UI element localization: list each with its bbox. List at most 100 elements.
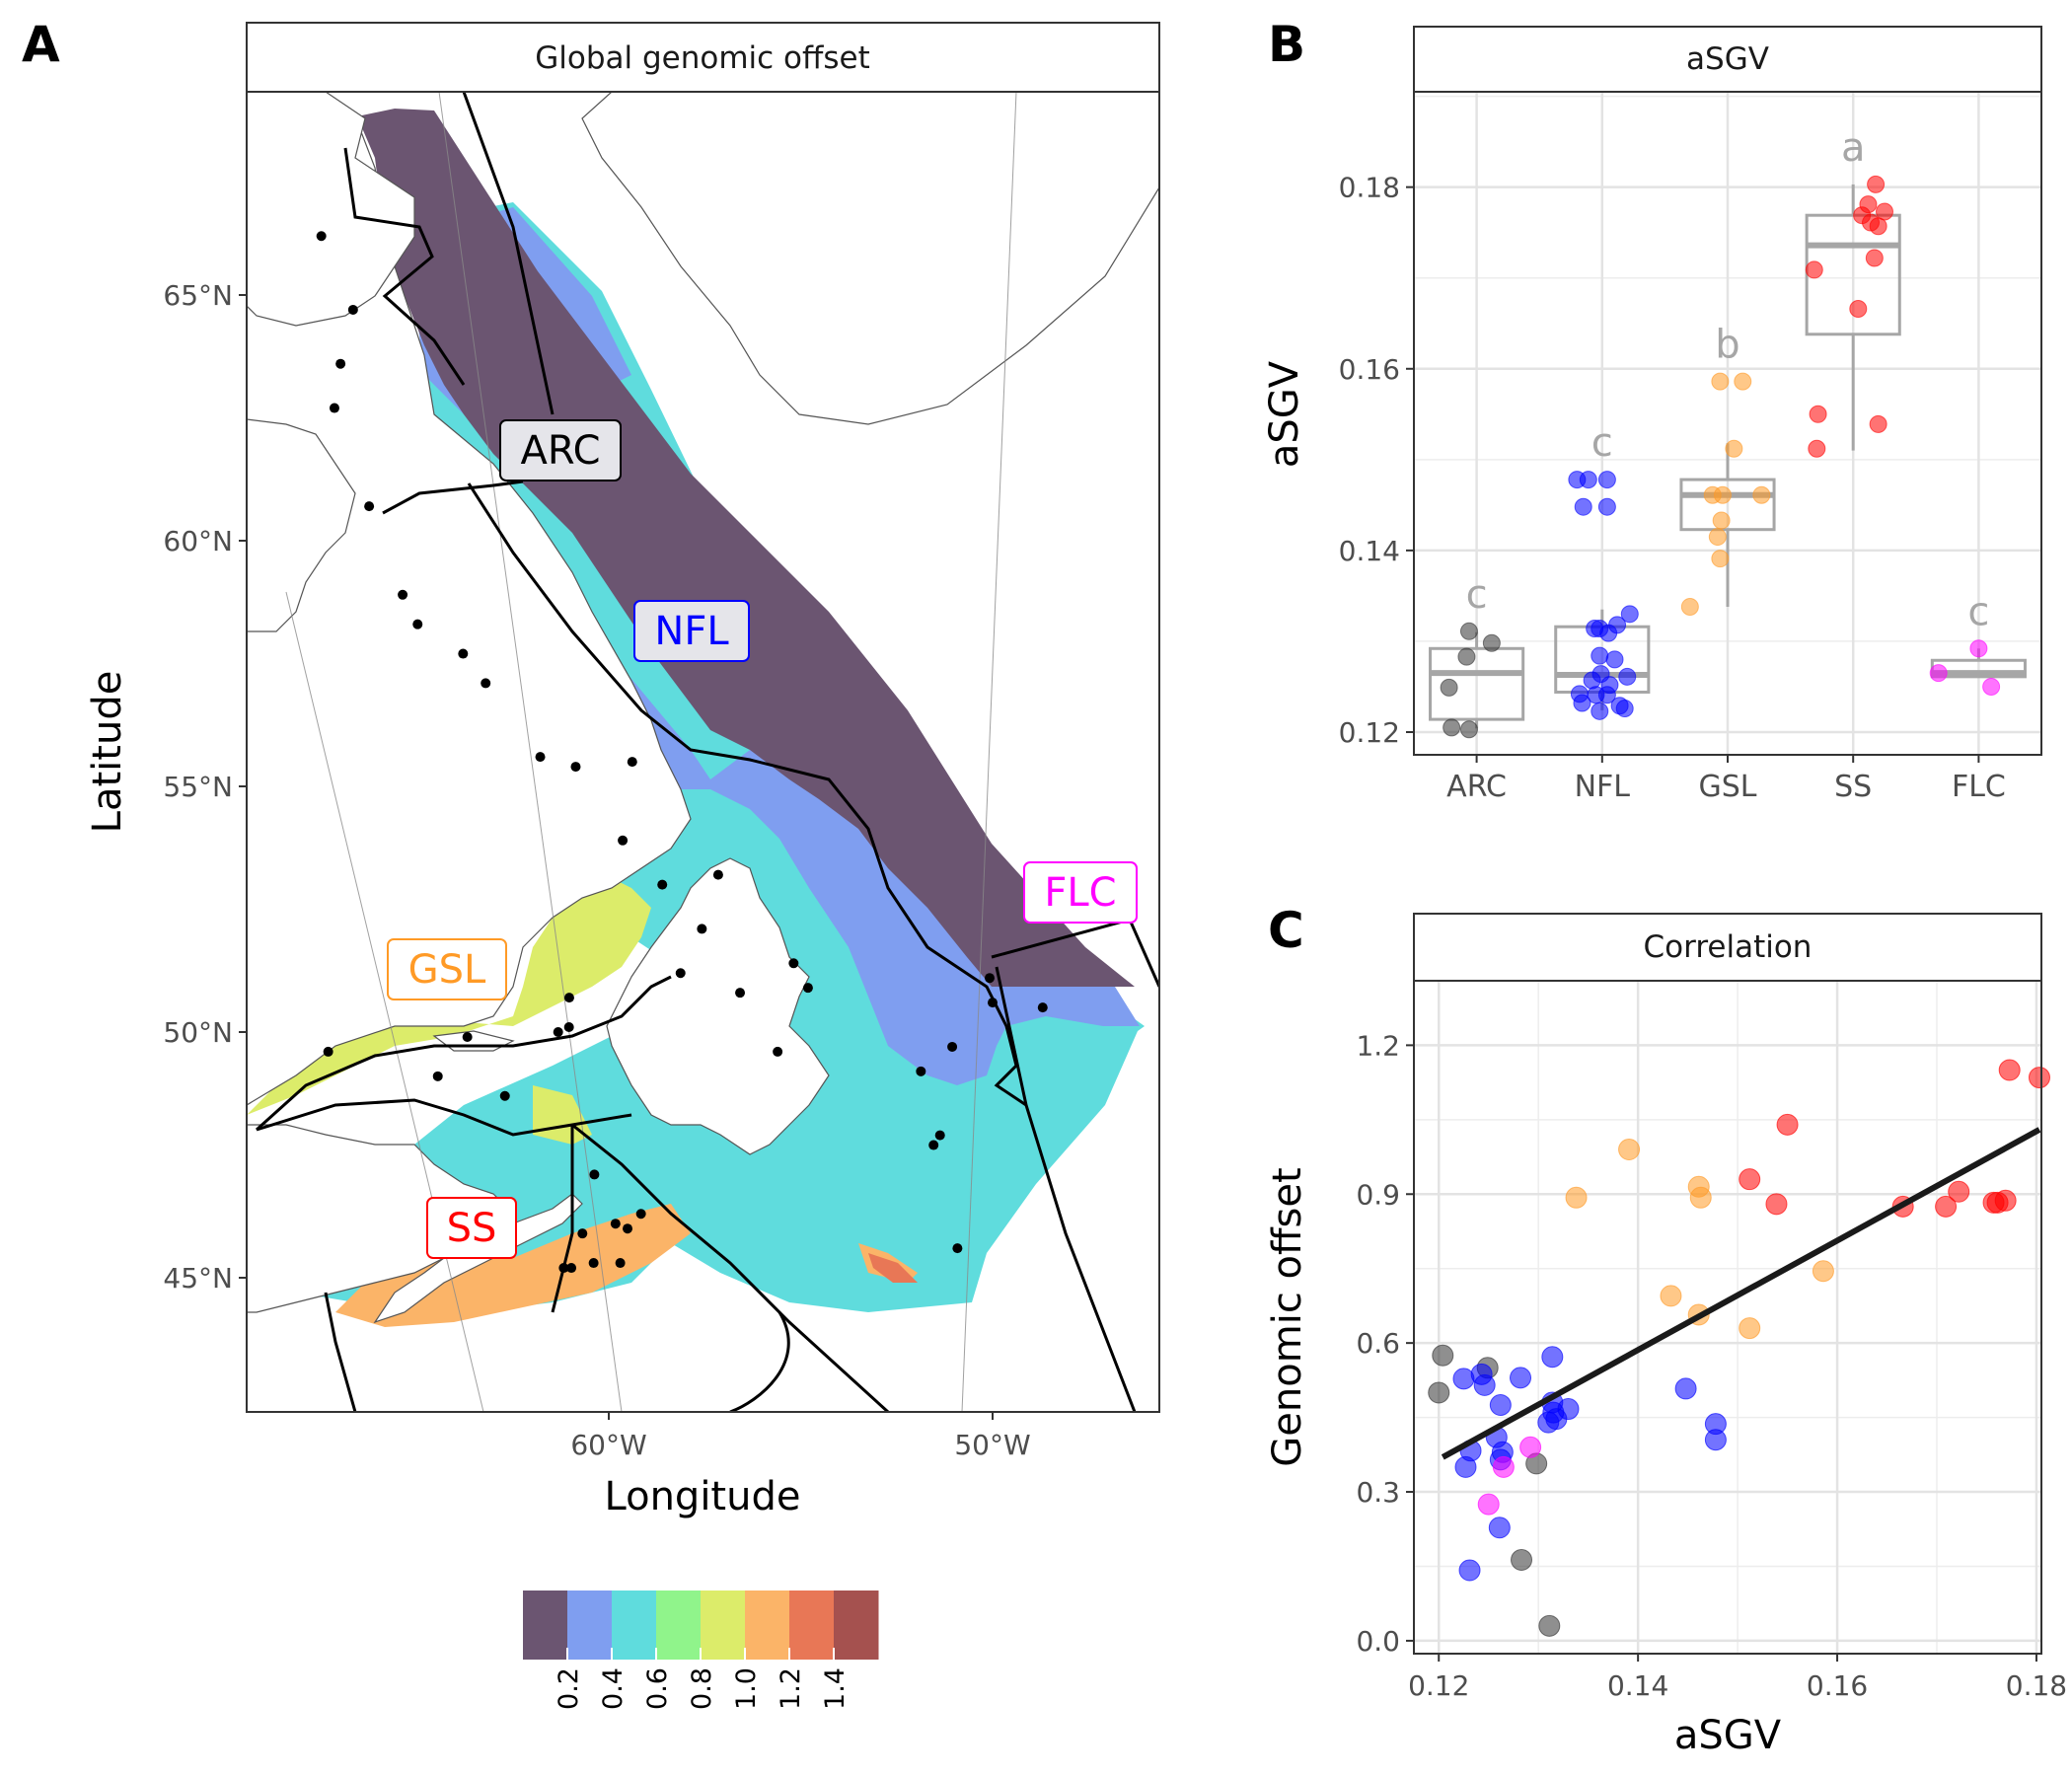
- scatter-frame: [1413, 980, 2042, 1655]
- box-point-SS-44: [1869, 217, 1887, 236]
- boundary-ss-west: [324, 1292, 357, 1412]
- sampling-site-10: [458, 648, 469, 659]
- region-label-arc: ARC: [499, 419, 622, 481]
- scatter-point-GSL-32: [1660, 1285, 1682, 1307]
- scatter-strip-title: Correlation: [1644, 929, 1813, 965]
- map-x-tick-label-0: 60°W: [570, 1429, 646, 1461]
- box-point-GSL-33: [1713, 485, 1732, 504]
- box-point-GSL-38: [1680, 597, 1699, 616]
- region-label-gsl-text: GSL: [408, 947, 486, 993]
- box-x-tick-label-NFL: NFL: [1575, 770, 1631, 804]
- scatter-x-tick-label-1: 0.14: [1607, 1669, 1668, 1702]
- boxplot-area: 0.12 0.14 0.16 0.18 c ARC c NFL b GSL a SS c FLC: [1339, 92, 2041, 804]
- sampling-site-13: [570, 762, 581, 773]
- scatter-point-NFL-8: [1473, 1373, 1496, 1396]
- panel-b: B aSGV 0.12 0.14 0.16 0.18 c ARC c NFL b GSL a SS c F…: [1262, 16, 2042, 804]
- map-y-tick-label-3: 50°N: [163, 1016, 233, 1049]
- scatter-point-SS-40: [1948, 1180, 1970, 1203]
- box-point-NFL-10: [1597, 497, 1616, 516]
- meridian-70w: [285, 591, 484, 1412]
- box-point-NFL-17: [1605, 650, 1624, 669]
- colorbar-bin-2: [612, 1591, 657, 1660]
- graticule: [285, 92, 1017, 1412]
- colorbar-bin-5: [745, 1591, 790, 1660]
- box-point-ARC-4: [1443, 718, 1461, 737]
- sampling-sites: [234, 231, 1048, 1274]
- panel-a: A Global genomic offset: [22, 16, 1160, 1710]
- boundary-flc-south: [995, 966, 1137, 1412]
- boundary-gsl: [255, 975, 672, 1132]
- land-labrador: [247, 92, 692, 1106]
- scatter-point-NFL-16: [1545, 1408, 1568, 1431]
- scatter-strip: [1413, 913, 2042, 982]
- region-label-arc-box: [499, 419, 622, 481]
- sampling-site-14: [627, 757, 637, 768]
- box-point-GSL-36: [1708, 528, 1727, 547]
- scatter-point-GSL-27: [1618, 1139, 1641, 1161]
- boundary-ss-arc: [729, 1311, 790, 1412]
- boundary-nfl-coast: [467, 482, 1027, 1107]
- colorbar-tick-label-4: 1.0: [731, 1667, 762, 1710]
- box-point-NFL-24: [1597, 686, 1616, 704]
- box-point-ARC-2: [1457, 647, 1476, 666]
- significance-letter-NFL: c: [1591, 420, 1613, 466]
- box-point-SS-39: [1867, 175, 1886, 193]
- box-x-tick-label-SS: SS: [1834, 770, 1872, 804]
- box-ARC: [1429, 646, 1525, 721]
- boundary-ss: [571, 1123, 890, 1412]
- scatter-point-SS-35: [1776, 1113, 1799, 1136]
- colorbar-tick-label-0: 0.2: [554, 1667, 584, 1710]
- scatter-point-GSL-31: [1812, 1260, 1834, 1283]
- box-point-NFL-28: [1591, 702, 1609, 720]
- sampling-site-40: [566, 1263, 577, 1274]
- map-y-axis: 65°N 60°N 55°N 50°N 45°N: [163, 279, 247, 1295]
- scatter-y-tick-label-3: 0.9: [1356, 1178, 1400, 1211]
- scatter-point-NFL-10: [1541, 1346, 1564, 1369]
- box-point-ARC-1: [1482, 633, 1501, 652]
- meridian-60w: [438, 92, 623, 1412]
- sampling-site-16: [657, 879, 668, 890]
- map-area: [234, 92, 1159, 1412]
- sampling-site-12: [535, 752, 546, 763]
- sampling-site-20: [735, 988, 746, 999]
- sampling-site-6: [234, 496, 244, 506]
- scatter-point-ARC-0: [1432, 1344, 1454, 1367]
- sampling-site-36: [610, 1219, 621, 1229]
- scatter-point-GSL-34: [1739, 1317, 1761, 1340]
- scatter-y-tick-label-0: 0.0: [1356, 1625, 1400, 1658]
- sampling-site-3: [335, 358, 346, 369]
- colorbar-tick-label-3: 0.8: [687, 1667, 717, 1710]
- box-point-SS-47: [1849, 300, 1868, 319]
- region-label-ss-text: SS: [447, 1206, 497, 1251]
- box-point-NFL-19: [1618, 667, 1637, 686]
- sampling-site-38: [623, 1223, 633, 1234]
- map-frame: [246, 91, 1160, 1413]
- map-y-tick-label-2: 55°N: [163, 771, 233, 803]
- box-point-NFL-7: [1579, 471, 1597, 489]
- colorbar-bin-1: [567, 1591, 613, 1660]
- box-point-NFL-16: [1591, 646, 1609, 665]
- colorbar-bin-4: [701, 1591, 746, 1660]
- box-point-NFL-25: [1573, 694, 1591, 712]
- box-point-SS-48: [1809, 405, 1827, 423]
- sampling-site-31: [462, 1031, 473, 1042]
- sampling-site-33: [432, 1071, 443, 1081]
- sampling-site-18: [697, 924, 707, 934]
- box-point-SS-45: [1865, 249, 1884, 267]
- panel-letter-a: A: [22, 16, 60, 73]
- colorbar-bin-7: [834, 1591, 879, 1660]
- box-x-tick-label-ARC: ARC: [1446, 770, 1507, 804]
- box-point-SS-50: [1808, 439, 1826, 458]
- scatter-point-NFL-23: [1458, 1559, 1481, 1582]
- map-strip: [246, 22, 1160, 93]
- box-point-GSL-31: [1725, 439, 1743, 458]
- scatter-point-SS-42: [2028, 1067, 2050, 1089]
- box-point-FLC-51: [1969, 639, 1988, 658]
- scatter-point-FLC-46: [1519, 1436, 1542, 1458]
- box-point-SS-49: [1869, 414, 1887, 433]
- scatter-x-tick-label-0: 0.12: [1408, 1669, 1469, 1702]
- sampling-site-11: [481, 678, 491, 689]
- sampling-site-37: [635, 1209, 646, 1220]
- region-label-gsl-box: [387, 938, 507, 1000]
- colorbar-bin-0: [523, 1591, 568, 1660]
